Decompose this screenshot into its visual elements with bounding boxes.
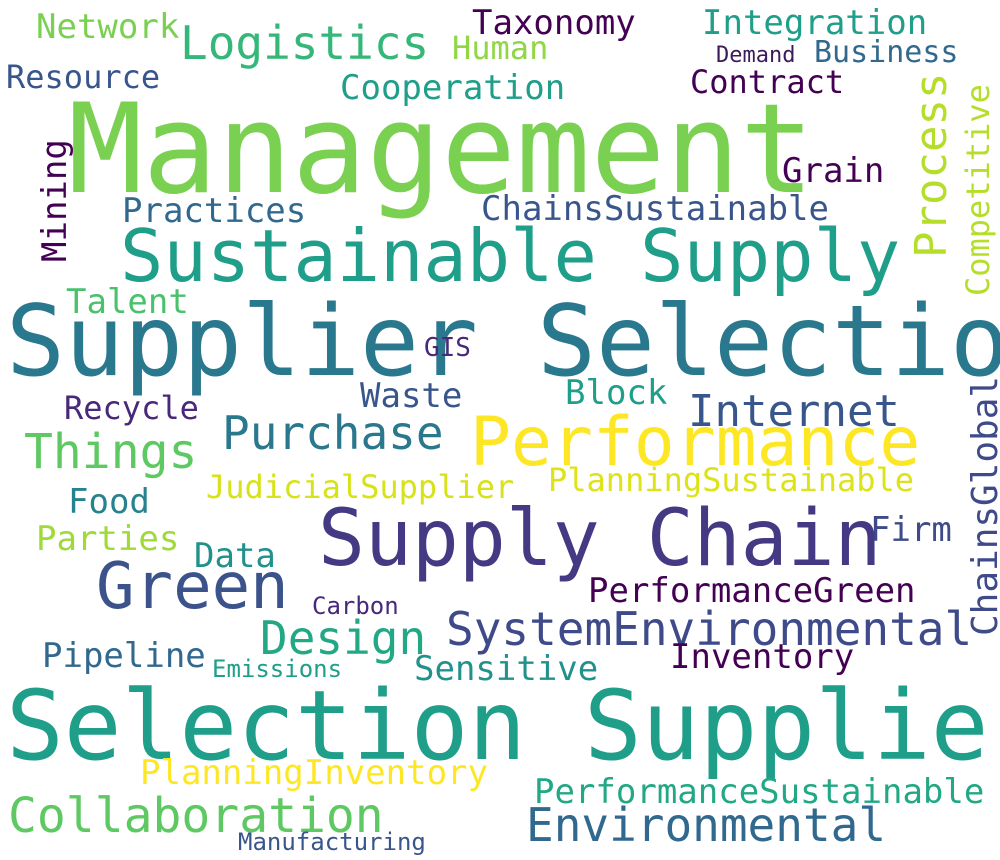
word-judicial-supplier: JudicialSupplier: [206, 468, 515, 506]
word-green: Green: [96, 550, 289, 624]
word-integration: Integration: [702, 3, 928, 43]
word-chains-sustainable: ChainsSustainable: [481, 189, 829, 229]
word-purchase: Purchase: [222, 406, 444, 460]
word-performance-sustainable: PerformanceSustainable: [534, 772, 985, 812]
word-chains-global: ChainsGlobal: [965, 375, 1000, 636]
word-performance: Performance: [470, 403, 921, 482]
word-carbon: Carbon: [312, 592, 399, 620]
word-demand: Demand: [716, 43, 796, 68]
word-emissions: Emissions: [212, 655, 343, 683]
word-performance-green: PerformanceGreen: [588, 571, 916, 611]
word-business: Business: [814, 35, 959, 70]
word-things: Things: [24, 424, 198, 480]
word-mining: Mining: [35, 139, 75, 262]
word-logistics: Logistics: [180, 16, 430, 70]
word-waste: Waste: [360, 376, 463, 416]
word-internet: Internet: [688, 386, 900, 437]
word-food: Food: [68, 482, 150, 522]
word-contract: Contract: [690, 63, 845, 101]
word-grain: Grain: [782, 151, 885, 191]
word-cooperation: Cooperation: [340, 68, 566, 108]
word-pipeline: Pipeline: [42, 636, 206, 676]
word-supplier-selection: Supplier Selection: [6, 285, 1000, 399]
word-talent: Talent: [66, 282, 189, 322]
word-planning-inventory: PlanningInventory: [140, 753, 488, 793]
word-block: Block: [565, 373, 668, 413]
word-parties: Parties: [36, 519, 180, 559]
word-human: Human: [452, 29, 549, 67]
word-collaboration: Collaboration: [8, 788, 384, 844]
word-competitive: Competitive: [959, 84, 997, 296]
word-sustainable-supply: Sustainable Supply: [120, 214, 901, 298]
word-design: Design: [260, 611, 427, 665]
word-environmental: Environmental: [526, 798, 887, 852]
word-planning-sustainable: PlanningSustainable: [548, 461, 915, 499]
word-data: Data: [194, 536, 276, 576]
word-inventory: Inventory: [670, 637, 855, 677]
word-system-environmental: SystemEnvironmental: [446, 602, 973, 656]
word-network: Network: [36, 7, 180, 47]
word-recycle: Recycle: [64, 389, 199, 427]
word-management: Management: [68, 78, 815, 222]
word-practices: Practices: [122, 191, 307, 231]
word-taxonomy: Taxonomy: [472, 3, 636, 43]
word-firm: Firm: [870, 510, 952, 550]
word-selection-supplier: Selection Supplier: [6, 670, 1000, 782]
word-sensitive: Sensitive: [414, 649, 599, 689]
word-manufacturing: Manufacturing: [238, 828, 426, 856]
word-resource: Resource: [6, 58, 161, 96]
word-gis: GIS: [424, 333, 471, 363]
word-process: Process: [906, 72, 957, 258]
word-supply-chain: Supply Chain: [318, 494, 882, 584]
